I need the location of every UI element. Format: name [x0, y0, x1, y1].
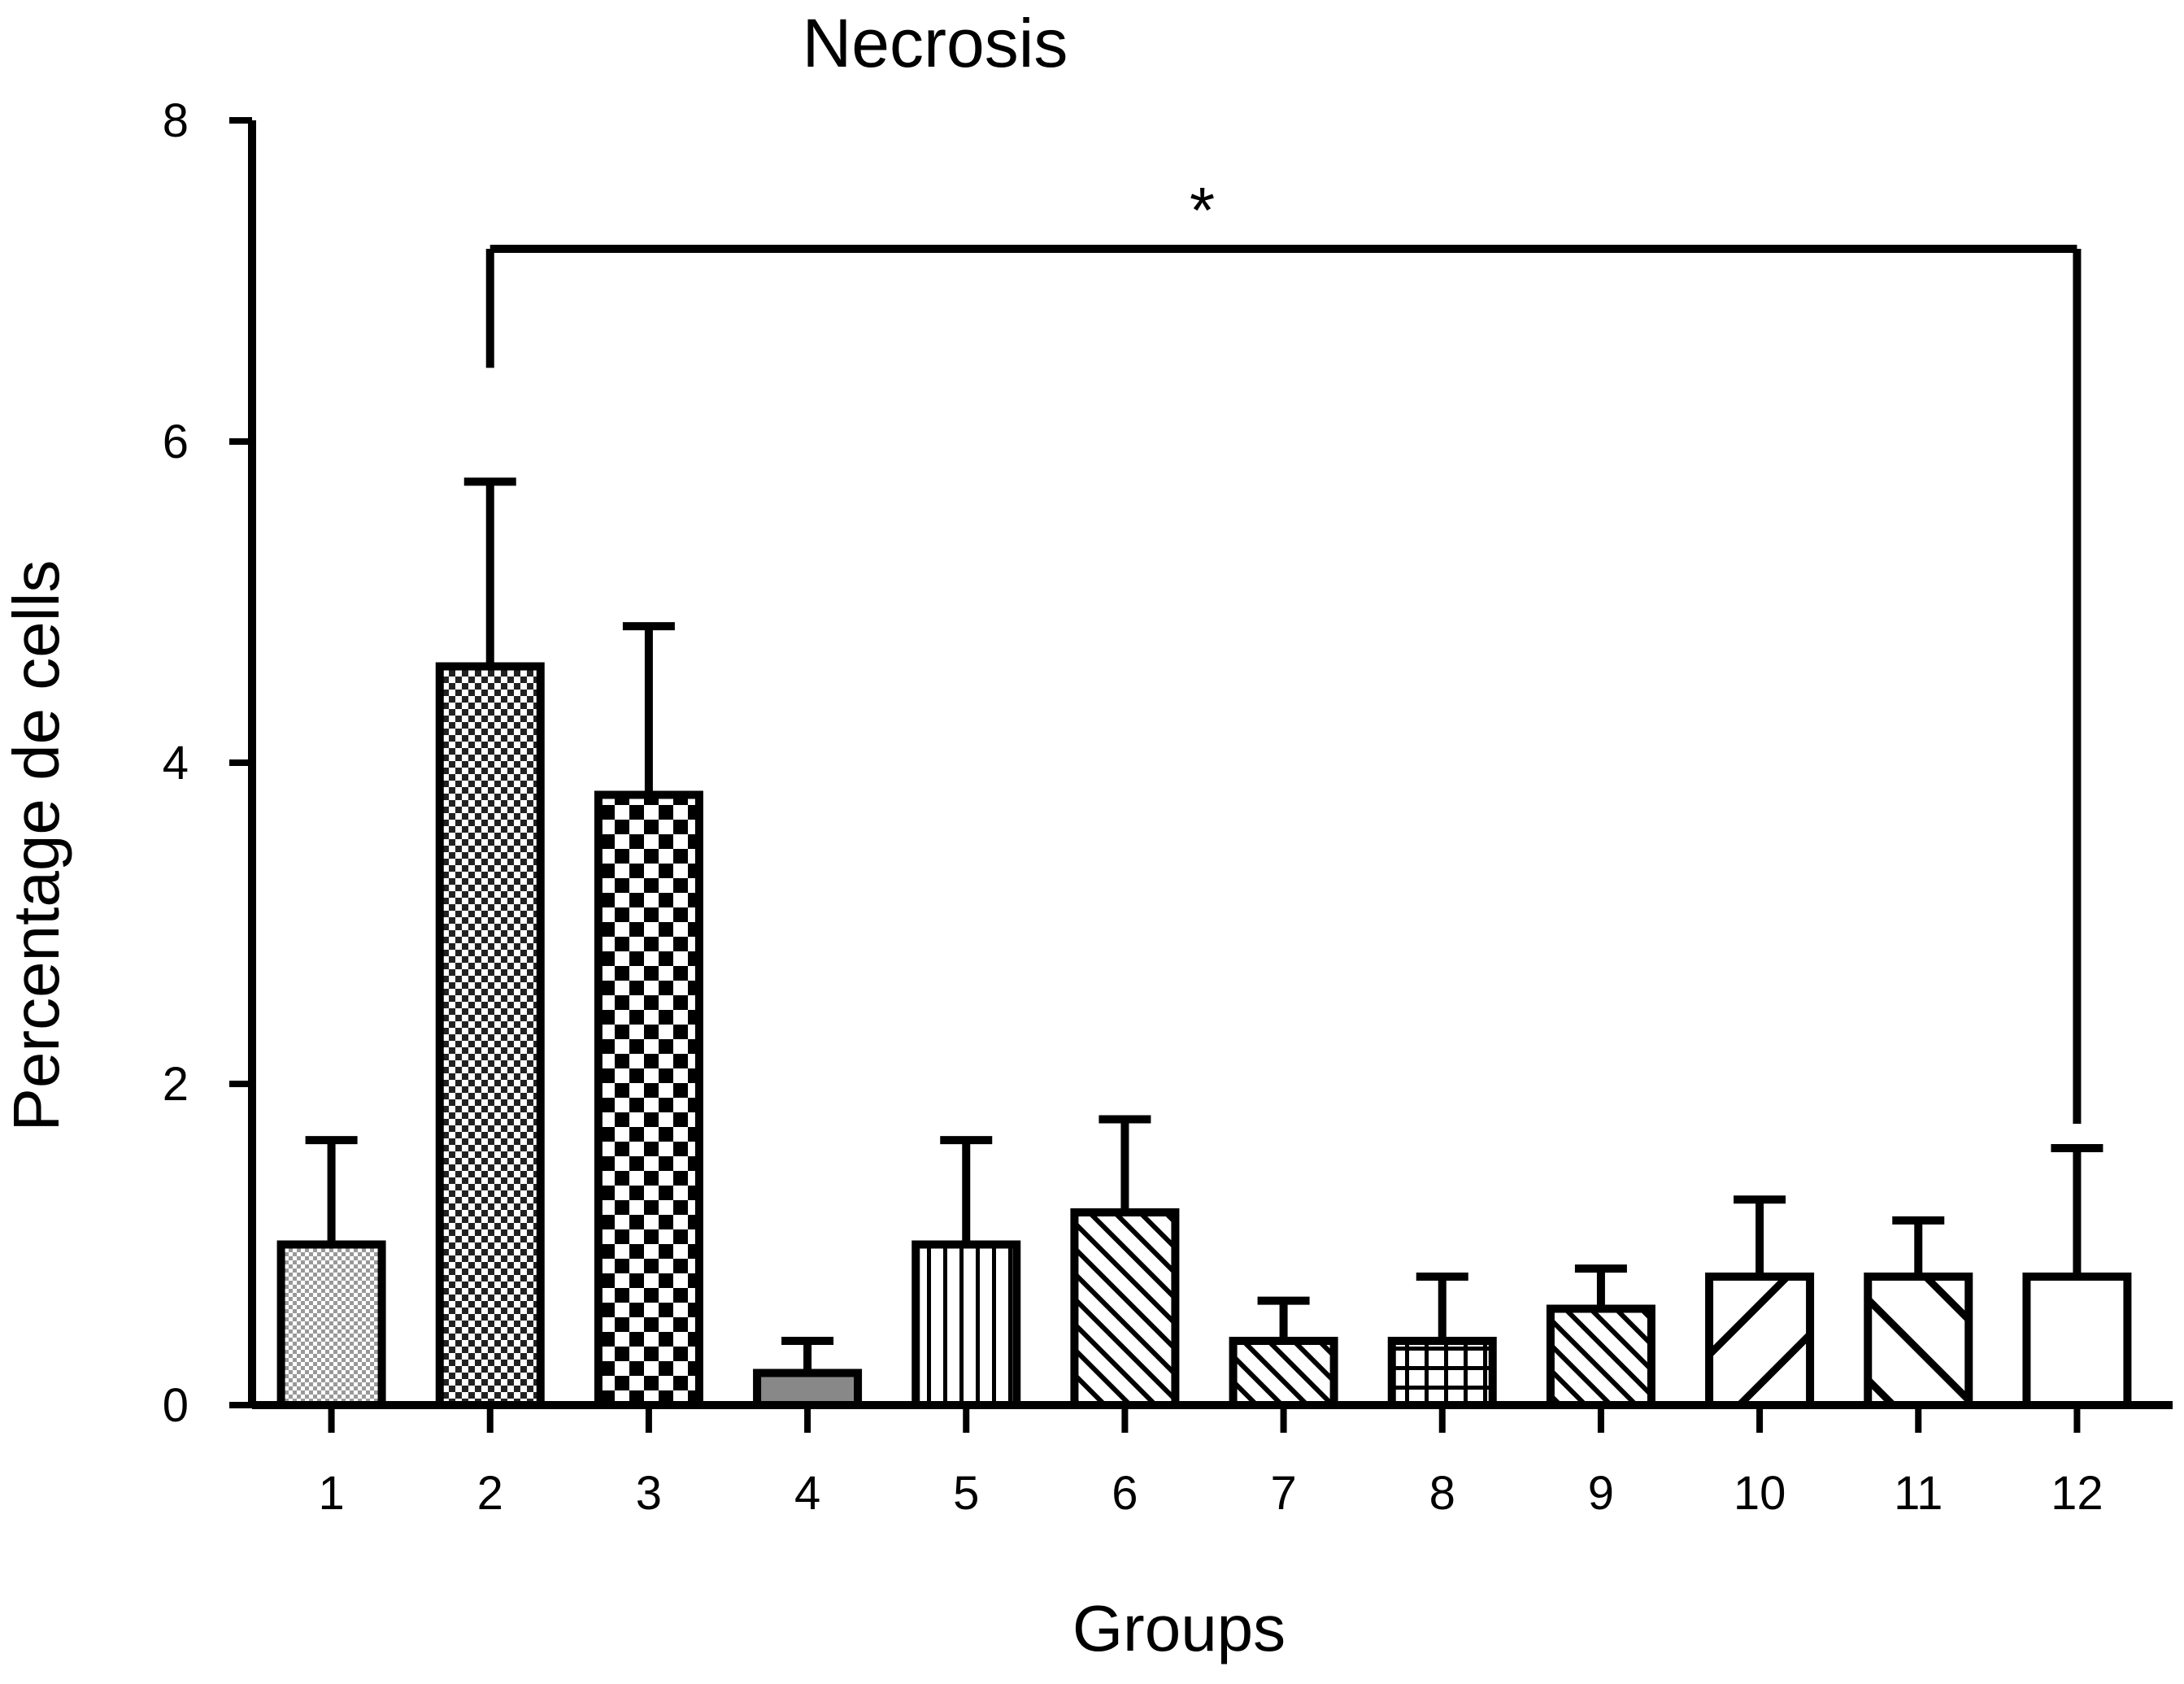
bar-group-7 [1229, 1337, 1338, 1409]
y-tick-label: 4 [163, 737, 189, 790]
x-axis-label: Groups [1072, 1592, 1286, 1664]
y-tick-label: 8 [163, 94, 189, 147]
x-tick-label: 9 [1588, 1467, 1614, 1520]
bar-group-10 [1705, 1273, 1815, 1409]
x-tick-label: 12 [2051, 1467, 2104, 1520]
bar-group-6 [1070, 1208, 1180, 1409]
significance-bracket: * [485, 174, 2082, 1124]
x-tick-label: 10 [1734, 1467, 1786, 1520]
x-tick-label: 4 [794, 1467, 820, 1520]
y-axis-label: Percentage de cells [0, 560, 72, 1132]
bar-group-9 [1546, 1304, 1655, 1409]
significance-star: * [1190, 174, 1215, 246]
x-tick-label: 6 [1112, 1467, 1138, 1520]
y-tick-label: 6 [163, 416, 189, 468]
bar-group-1 [276, 1240, 386, 1409]
bars [276, 662, 2132, 1409]
y-tick-label: 0 [163, 1379, 189, 1432]
x-ticks: 1 2 3 4 5 6 7 8 9 10 11 12 [318, 1405, 2104, 1520]
x-tick-label: 11 [1894, 1467, 1943, 1520]
bar-group-8 [1387, 1337, 1497, 1409]
bar-group-2 [435, 662, 545, 1409]
bar-group-3 [594, 790, 703, 1409]
bar-group-11 [1864, 1273, 1973, 1409]
x-tick-label: 3 [636, 1467, 662, 1520]
x-tick-label: 5 [953, 1467, 979, 1520]
bar-group-5 [911, 1240, 1021, 1409]
x-tick-label: 7 [1270, 1467, 1296, 1520]
y-tick-label: 2 [163, 1058, 189, 1111]
x-tick-label: 2 [477, 1467, 503, 1520]
x-tick-label: 1 [318, 1467, 344, 1520]
bar-group-4 [753, 1369, 863, 1409]
x-tick-label: 8 [1429, 1467, 1455, 1520]
error-bars [305, 477, 2104, 1373]
bar-group-12 [2022, 1273, 2132, 1409]
y-ticks: 0 2 4 6 8 [163, 94, 252, 1432]
chart-title: Necrosis [803, 5, 1068, 81]
